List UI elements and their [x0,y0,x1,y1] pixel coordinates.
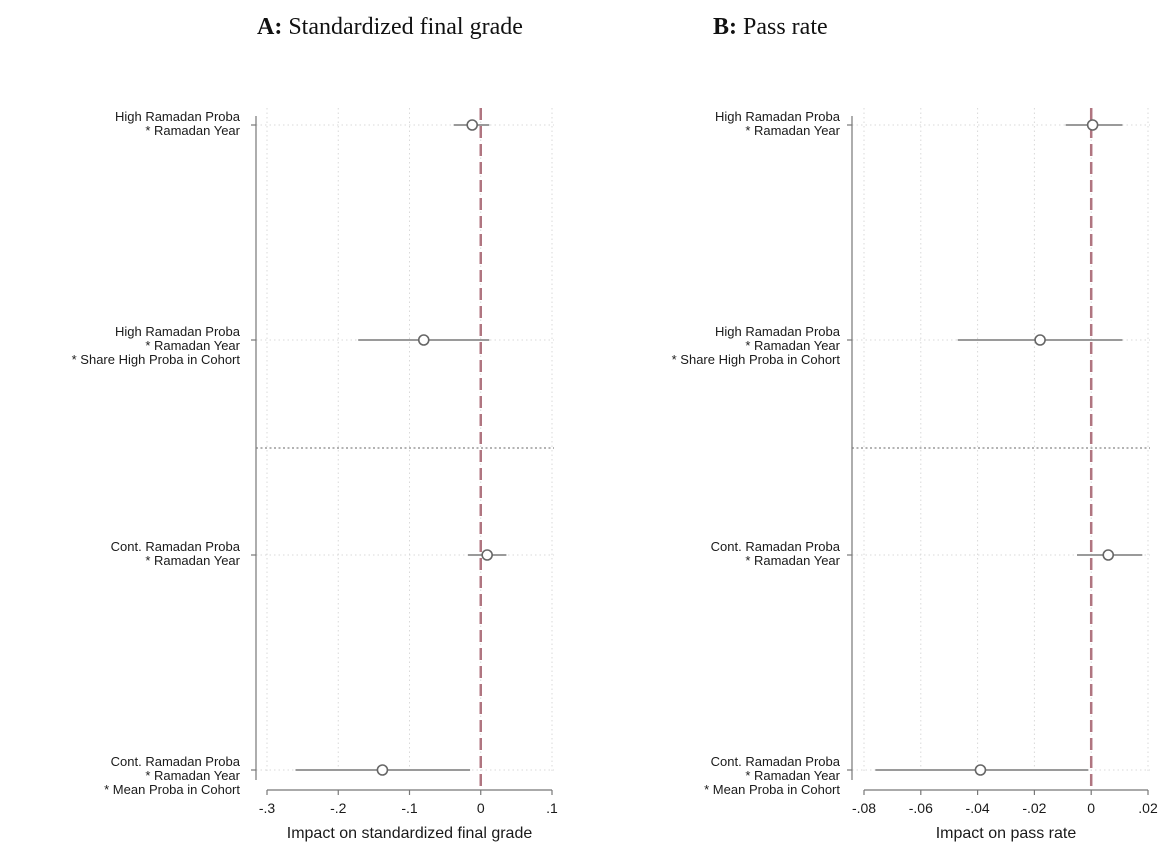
panel-a-letter: A: [257,14,283,40]
row-label-line: High Ramadan Proba [715,109,841,124]
row-label-line: Cont. Ramadan Proba [711,754,841,769]
x-tick-label: -.06 [909,800,933,816]
row-label-line: * Share High Proba in Cohort [72,352,241,367]
row-label-line: * Mean Proba in Cohort [104,782,240,797]
point-estimate-marker [974,764,987,776]
row-label: Cont. Ramadan Proba * Ramadan Year * Mean … [104,754,241,797]
row-label-line: * Ramadan Year [145,123,240,138]
panel-b-title: B: Pass rate [713,14,828,44]
x-tick-label: -.04 [966,800,990,816]
x-axis-label: Impact on standardized final grade [287,825,533,842]
row-label: High Ramadan Proba * Ramadan Year * Share … [672,324,841,367]
row-label-line: * Ramadan Year [745,338,840,353]
row-label-line: High Ramadan Proba [115,324,241,339]
row-label-line: Cont. Ramadan Proba [711,539,841,554]
row-label-line: * Ramadan Year [745,123,840,138]
panel-b-letter: B: [713,14,737,40]
x-tick-label: 0 [477,800,485,816]
row-label-line: Cont. Ramadan Proba [111,539,241,554]
point-estimate-marker [481,549,493,561]
x-tick-label: -.02 [1022,800,1046,816]
x-tick-label: -.1 [401,800,418,816]
point-estimate-marker [417,334,430,346]
row-label: Cont. Ramadan Proba * Ramadan Year [111,539,241,568]
x-tick-label: .1 [546,800,558,816]
panel-b-title-text: Pass rate [743,14,828,40]
point-estimate-marker [1086,119,1099,131]
row-label: Cont. Ramadan Proba * Ramadan Year [711,539,841,568]
row-label-line: * Ramadan Year [745,553,840,568]
row-label-line: High Ramadan Proba [115,109,241,124]
row-label-line: Cont. Ramadan Proba [111,754,241,769]
panel-a-title: A: Standardized final grade [257,14,523,44]
point-estimate-marker [1034,334,1046,346]
row-label-line: * Ramadan Year [145,553,240,568]
row-label: High Ramadan Proba * Ramadan Year * Share … [72,324,241,367]
row-label: High Ramadan Proba * Ramadan Year [715,109,841,138]
row-label-line: High Ramadan Proba [715,324,841,339]
point-estimate-marker [466,119,479,131]
point-estimate-marker [376,764,389,776]
row-label-line: * Mean Proba in Cohort [704,782,840,797]
row-label-line: * Ramadan Year [745,768,840,783]
row-label: High Ramadan Proba * Ramadan Year [115,109,241,138]
x-tick-label: 0 [1087,800,1095,816]
x-tick-label: .02 [1138,800,1158,816]
row-label-line: * Ramadan Year [145,338,240,353]
x-axis-label: Impact on pass rate [936,825,1077,842]
row-label-line: * Ramadan Year [145,768,240,783]
point-estimate-marker [1102,549,1115,561]
row-label: Cont. Ramadan Proba * Ramadan Year * Mean … [704,754,841,797]
panel-a-title-text: Standardized final grade [288,14,523,40]
x-tick-label: -.3 [259,800,276,816]
x-tick-label: -.2 [330,800,347,816]
x-tick-label: -.08 [852,800,876,816]
row-label-line: * Share High Proba in Cohort [672,352,841,367]
